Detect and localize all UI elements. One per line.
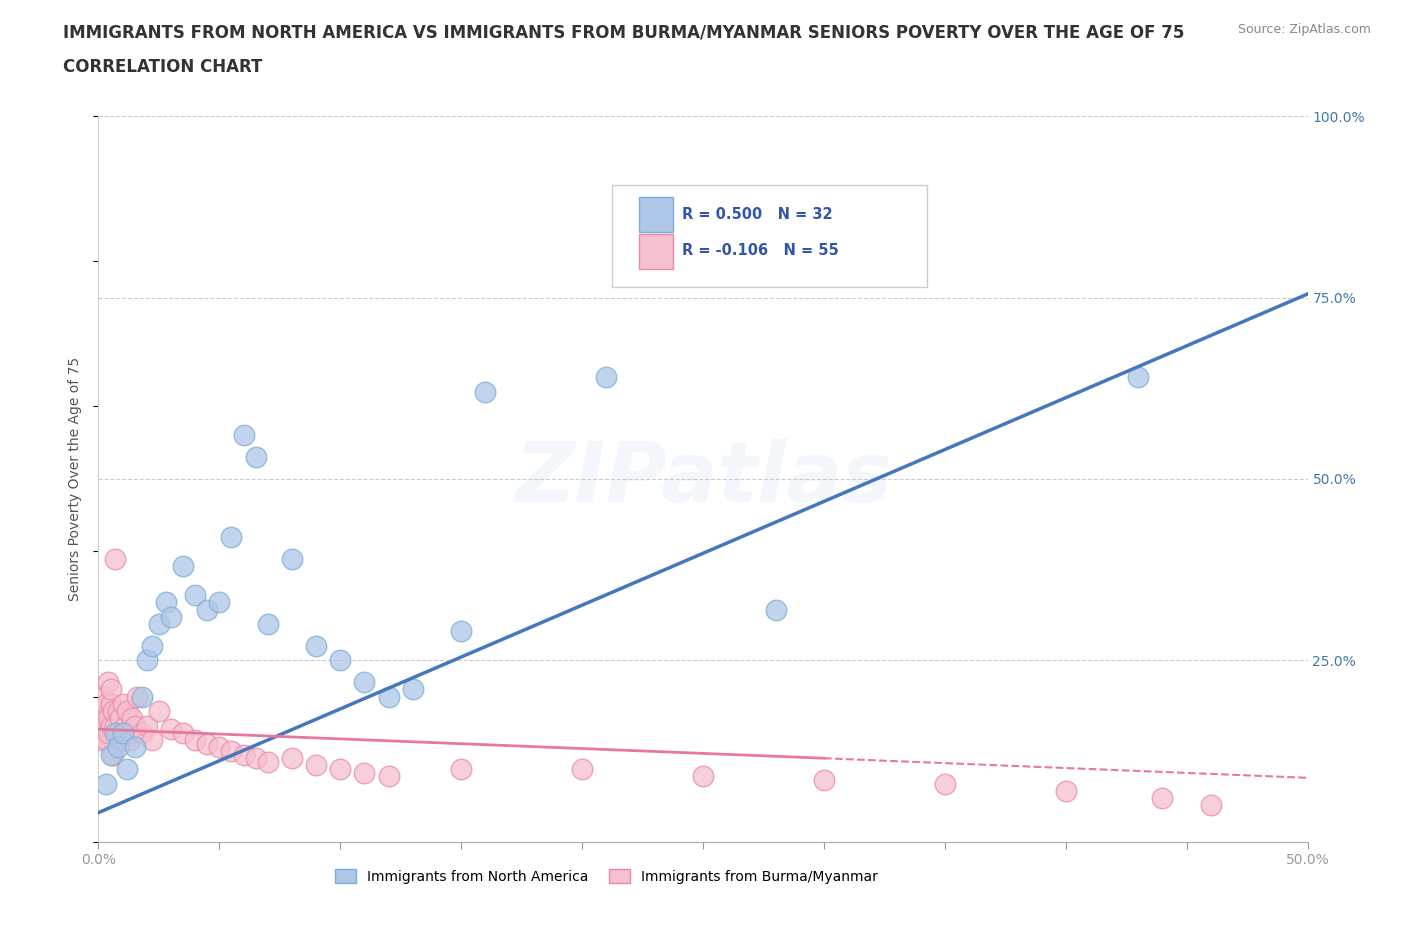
Point xyxy=(160,609,183,624)
Point xyxy=(107,704,129,719)
Point xyxy=(100,718,122,733)
Point xyxy=(117,762,139,777)
Text: Source: ZipAtlas.com: Source: ZipAtlas.com xyxy=(1237,23,1371,36)
Point xyxy=(94,777,117,791)
Point xyxy=(184,588,207,603)
Point xyxy=(94,697,117,711)
Point xyxy=(155,595,177,610)
Point xyxy=(94,733,117,748)
Point xyxy=(111,725,134,740)
Point xyxy=(692,769,714,784)
Point xyxy=(450,762,472,777)
Point xyxy=(100,697,122,711)
Point xyxy=(353,674,375,689)
Point xyxy=(141,638,163,653)
Point xyxy=(127,689,149,704)
Point xyxy=(813,773,835,788)
Point xyxy=(329,762,352,777)
Point xyxy=(111,697,134,711)
Point xyxy=(135,653,157,668)
Point xyxy=(208,740,231,755)
Point xyxy=(245,450,267,465)
Point xyxy=(104,725,127,740)
Point xyxy=(135,718,157,733)
Point xyxy=(172,559,194,574)
Point xyxy=(91,689,114,704)
Point xyxy=(281,751,304,765)
Text: ZIPatlas: ZIPatlas xyxy=(515,438,891,520)
Point xyxy=(160,722,183,737)
Point xyxy=(94,718,117,733)
Point xyxy=(329,653,352,668)
Point xyxy=(377,689,399,704)
Point xyxy=(1054,783,1077,798)
Bar xyxy=(638,233,673,269)
Point xyxy=(108,733,131,748)
Point xyxy=(97,725,120,740)
Point xyxy=(101,704,124,719)
Point xyxy=(114,718,136,733)
Point xyxy=(402,682,425,697)
Point xyxy=(256,617,278,631)
Point xyxy=(107,725,129,740)
Point xyxy=(571,762,593,777)
Point xyxy=(90,733,112,748)
Point xyxy=(765,602,787,617)
Point xyxy=(107,740,129,755)
Point xyxy=(124,740,146,755)
Legend: Immigrants from North America, Immigrants from Burma/Myanmar: Immigrants from North America, Immigrant… xyxy=(329,863,883,889)
Point xyxy=(195,602,218,617)
Text: IMMIGRANTS FROM NORTH AMERICA VS IMMIGRANTS FROM BURMA/MYANMAR SENIORS POVERTY O: IMMIGRANTS FROM NORTH AMERICA VS IMMIGRA… xyxy=(63,23,1185,41)
Point xyxy=(117,704,139,719)
Point xyxy=(195,737,218,751)
Point xyxy=(141,733,163,748)
FancyBboxPatch shape xyxy=(613,185,927,286)
Point xyxy=(305,758,328,773)
Point xyxy=(450,624,472,639)
Point xyxy=(245,751,267,765)
Point xyxy=(281,551,304,566)
Point xyxy=(131,725,153,740)
Point xyxy=(100,747,122,762)
Point xyxy=(221,529,243,544)
Point xyxy=(91,704,114,719)
Point xyxy=(172,725,194,740)
Point xyxy=(124,718,146,733)
Y-axis label: Seniors Poverty Over the Age of 75: Seniors Poverty Over the Age of 75 xyxy=(69,357,83,601)
Point xyxy=(104,551,127,566)
Point xyxy=(97,674,120,689)
Point xyxy=(184,733,207,748)
Point xyxy=(305,638,328,653)
Point xyxy=(131,689,153,704)
Point xyxy=(208,595,231,610)
Point xyxy=(256,754,278,769)
Text: R = 0.500   N = 32: R = 0.500 N = 32 xyxy=(682,206,834,221)
Point xyxy=(111,725,134,740)
Point xyxy=(1152,790,1174,805)
Point xyxy=(97,711,120,725)
Point xyxy=(595,370,617,385)
Text: CORRELATION CHART: CORRELATION CHART xyxy=(63,58,263,75)
Point xyxy=(121,711,143,725)
Point xyxy=(148,704,170,719)
Bar xyxy=(638,197,673,232)
Point xyxy=(353,765,375,780)
Point xyxy=(221,744,243,759)
Point xyxy=(232,747,254,762)
Point xyxy=(90,711,112,725)
Point xyxy=(232,428,254,443)
Point xyxy=(1128,370,1150,385)
Point xyxy=(934,777,956,791)
Point xyxy=(377,769,399,784)
Point xyxy=(108,711,131,725)
Point xyxy=(101,747,124,762)
Point xyxy=(100,682,122,697)
Text: R = -0.106   N = 55: R = -0.106 N = 55 xyxy=(682,243,839,258)
Point xyxy=(474,384,496,399)
Point xyxy=(148,617,170,631)
Point xyxy=(118,733,141,748)
Point xyxy=(1199,798,1222,813)
Point xyxy=(104,718,127,733)
